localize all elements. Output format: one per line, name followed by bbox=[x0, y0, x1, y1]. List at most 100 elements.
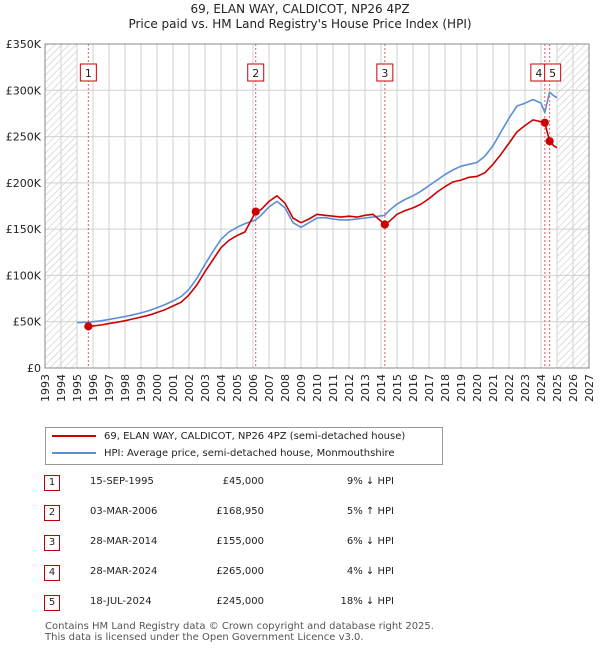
chart-title: 69, ELAN WAY, CALDICOT, NP26 4PZ bbox=[190, 2, 410, 16]
x-tick-label: 2017 bbox=[423, 374, 436, 402]
sale-hpi-diff: 18% ↓ HPI bbox=[340, 596, 394, 607]
x-tick-label: 2019 bbox=[455, 374, 468, 402]
x-tick-label: 2004 bbox=[215, 374, 228, 402]
sale-number-box bbox=[544, 63, 562, 82]
sale-date: 03-MAR-2006 bbox=[90, 506, 158, 517]
sale-number-label: 3 bbox=[376, 63, 394, 82]
x-tick-label: 1998 bbox=[119, 374, 132, 402]
x-tick-label: 2006 bbox=[247, 374, 260, 402]
chart-title-block: 69, ELAN WAY, CALDICOT, NP26 4PZ Price p… bbox=[0, 2, 600, 32]
sale-row: 1 15-SEP-1995 £45,000 9% ↓ HPI bbox=[44, 475, 464, 505]
x-tick-label: 1993 bbox=[39, 374, 52, 402]
sale-row: 3 28-MAR-2014 £155,000 6% ↓ HPI bbox=[44, 535, 464, 565]
y-tick-label: £150K bbox=[6, 223, 42, 236]
sale-number-box bbox=[247, 63, 265, 82]
sale-marker bbox=[540, 118, 549, 127]
sale-date: 28-MAR-2014 bbox=[90, 536, 158, 547]
x-tick-label: 2026 bbox=[567, 374, 580, 402]
x-tick-label: 1999 bbox=[135, 374, 148, 402]
sale-row: 2 03-MAR-2006 £168,950 5% ↑ HPI bbox=[44, 505, 464, 535]
x-tick-label: 1996 bbox=[87, 374, 100, 402]
sale-number-badge: 2 bbox=[44, 505, 60, 521]
y-tick-label: £100K bbox=[6, 269, 42, 282]
y-tick-label: £350K bbox=[6, 38, 42, 51]
sale-date: 28-MAR-2024 bbox=[90, 566, 158, 577]
property-price-line bbox=[88, 119, 558, 328]
x-tick-label: 2010 bbox=[311, 374, 324, 402]
legend-label-hpi: HPI: Average price, semi-detached house,… bbox=[104, 448, 395, 459]
sale-number-badge: 4 bbox=[44, 565, 60, 581]
legend-label-property: 69, ELAN WAY, CALDICOT, NP26 4PZ (semi-d… bbox=[104, 431, 406, 442]
sale-hpi-diff: 6% ↓ HPI bbox=[346, 536, 394, 547]
footer-line-2: This data is licensed under the Open Gov… bbox=[45, 632, 364, 643]
legend-swatch-property bbox=[52, 435, 96, 437]
x-tick-label: 2012 bbox=[343, 374, 356, 402]
x-tick-label: 1997 bbox=[103, 374, 116, 402]
sale-number-badge: 1 bbox=[44, 475, 60, 491]
sale-hpi-diff: 9% ↓ HPI bbox=[346, 476, 394, 487]
legend-item-property: 69, ELAN WAY, CALDICOT, NP26 4PZ (semi-d… bbox=[52, 429, 405, 445]
x-tick-label: 2015 bbox=[391, 374, 404, 402]
sale-number-label: 5 bbox=[544, 63, 562, 82]
x-tick-label: 2014 bbox=[375, 374, 388, 402]
sale-date: 15-SEP-1995 bbox=[90, 476, 154, 487]
x-tick-label: 1995 bbox=[71, 374, 84, 402]
sale-row: 4 28-MAR-2024 £265,000 4% ↓ HPI bbox=[44, 565, 464, 595]
x-tick-label: 1994 bbox=[55, 374, 68, 402]
legend-item-hpi: HPI: Average price, semi-detached house,… bbox=[52, 446, 395, 462]
sale-marker bbox=[251, 207, 260, 216]
sale-number-badge: 3 bbox=[44, 535, 60, 551]
x-tick-label: 2018 bbox=[439, 374, 452, 402]
x-tick-label: 2001 bbox=[167, 374, 180, 402]
sale-number-label: 2 bbox=[247, 63, 265, 82]
sale-price: £45,000 bbox=[222, 476, 264, 487]
sale-price: £168,950 bbox=[216, 506, 264, 517]
chart-legend: 69, ELAN WAY, CALDICOT, NP26 4PZ (semi-d… bbox=[45, 427, 443, 465]
sales-table: 1 15-SEP-1995 £45,000 9% ↓ HPI 2 03-MAR-… bbox=[44, 475, 464, 625]
x-tick-label: 2002 bbox=[183, 374, 196, 402]
y-tick-label: £300K bbox=[6, 84, 42, 97]
x-tick-label: 2009 bbox=[295, 374, 308, 402]
x-tick-label: 2008 bbox=[279, 374, 292, 402]
x-tick-label: 2024 bbox=[535, 374, 548, 402]
x-tick-label: 2023 bbox=[519, 374, 532, 402]
x-tick-label: 2020 bbox=[471, 374, 484, 402]
x-tick-label: 2021 bbox=[487, 374, 500, 402]
sale-price: £155,000 bbox=[216, 536, 264, 547]
plot-frame bbox=[44, 43, 590, 369]
y-tick-label: £50K bbox=[13, 316, 42, 329]
x-tick-label: 2016 bbox=[407, 374, 420, 402]
x-tick-label: 2013 bbox=[359, 374, 372, 402]
sale-number-badge: 5 bbox=[44, 595, 60, 611]
sale-price: £245,000 bbox=[216, 596, 264, 607]
y-tick-label: £250K bbox=[6, 131, 42, 144]
sale-number-box bbox=[79, 63, 97, 82]
y-tick-label: £0 bbox=[27, 362, 41, 375]
sale-number-text: 2 bbox=[252, 67, 259, 80]
x-tick-label: 2007 bbox=[263, 374, 276, 402]
sale-number-box bbox=[376, 63, 394, 82]
sale-hpi-diff: 5% ↑ HPI bbox=[346, 506, 394, 517]
sale-marker bbox=[380, 220, 389, 229]
x-tick-label: 2005 bbox=[231, 374, 244, 402]
legend-swatch-hpi bbox=[52, 452, 96, 454]
footer-line-1: Contains HM Land Registry data © Crown c… bbox=[45, 621, 434, 632]
sale-number-text: 3 bbox=[381, 67, 388, 80]
sale-number-text: 4 bbox=[535, 67, 542, 80]
sale-number-label: 1 bbox=[79, 63, 97, 82]
x-tick-label: 2011 bbox=[327, 374, 340, 402]
footer-attribution: Contains HM Land Registry data © Crown c… bbox=[45, 621, 434, 643]
sale-marker bbox=[545, 137, 554, 146]
y-tick-label: £200K bbox=[6, 177, 42, 190]
sale-row: 5 18-JUL-2024 £245,000 18% ↓ HPI bbox=[44, 595, 464, 625]
sale-marker bbox=[84, 322, 93, 331]
x-tick-label: 2027 bbox=[583, 374, 596, 402]
sale-hpi-diff: 4% ↓ HPI bbox=[346, 566, 394, 577]
x-tick-label: 2003 bbox=[199, 374, 212, 402]
x-tick-label: 2025 bbox=[551, 374, 564, 402]
sale-number-text: 1 bbox=[85, 67, 92, 80]
sale-price: £265,000 bbox=[216, 566, 264, 577]
chart-subtitle: Price paid vs. HM Land Registry's House … bbox=[128, 17, 472, 31]
hpi-line bbox=[76, 91, 558, 324]
